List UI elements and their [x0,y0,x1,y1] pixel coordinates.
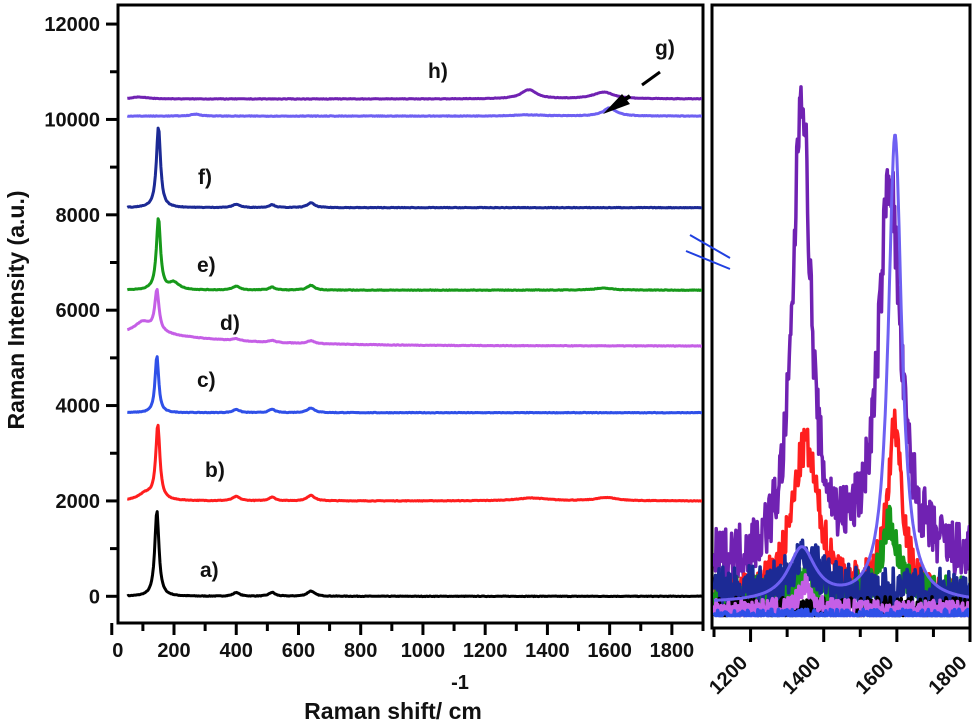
inset-series-line-g [713,133,969,602]
y-tick-label: 8000 [56,205,101,227]
inset-series-line-h [713,85,969,586]
left-plot-frame [116,3,705,625]
x-tick-label: 1200 [463,640,508,662]
left-panel: 0 2000 4000 6000 8000 10000 12000 0 200 400 600 800… [44,3,705,662]
y-tick-label: 10000 [44,109,100,131]
x-tick-label: 600 [282,640,315,662]
x-axis-unit-superscript: -1 [451,672,469,694]
series-label-b: b) [205,459,225,482]
x-tick-label: 1000 [401,640,446,662]
x-tick-label: 1800 [650,640,695,662]
inset-x-tick-label: 1200 [705,652,752,699]
inset-x-tick-label: 1800 [925,652,972,699]
series-line-g [126,106,702,118]
right-panel: 1200 1400 1600 1800 [705,3,972,699]
y-tick-label: 2000 [56,491,101,513]
x-tick-label: 400 [220,640,253,662]
x-axis-title: Raman shift/ cm [304,698,482,724]
annotation-arrow-g [603,70,661,114]
y-tick-label: 6000 [56,300,101,322]
inset-x-tick-label: 1400 [778,652,825,699]
x-tick-label: 200 [157,640,190,662]
y-tick-label: 12000 [44,14,100,36]
series-line-a [126,510,702,599]
series-label-c: c) [197,369,216,392]
series-label-f: f) [198,166,212,189]
series-label-d: d) [220,312,240,335]
axis-break-icon [685,234,731,270]
series-line-b [126,423,702,503]
x-tick-label: 800 [344,640,377,662]
inset-x-tick-label: 1600 [851,652,898,699]
series-line-e [126,217,702,292]
x-tick-label: 1400 [525,640,570,662]
inset-series-line-c [713,607,969,618]
series-line-c [126,355,702,415]
series-label-a: a) [200,559,219,582]
series-label-e: e) [197,254,216,277]
series-label-h: h) [428,60,448,83]
y-tick-label: 0 [89,586,100,608]
series-line-d [126,288,702,348]
series-line-h [126,88,702,101]
series-label-g: g) [655,37,675,60]
y-tick-label: 4000 [56,396,101,418]
y-axis-title: Raman Intensity (a.u.) [3,191,29,430]
x-tick-label: 0 [112,640,123,662]
x-tick-label: 1600 [587,640,632,662]
series-line-f [126,126,702,210]
right-plot-frame [710,3,972,630]
